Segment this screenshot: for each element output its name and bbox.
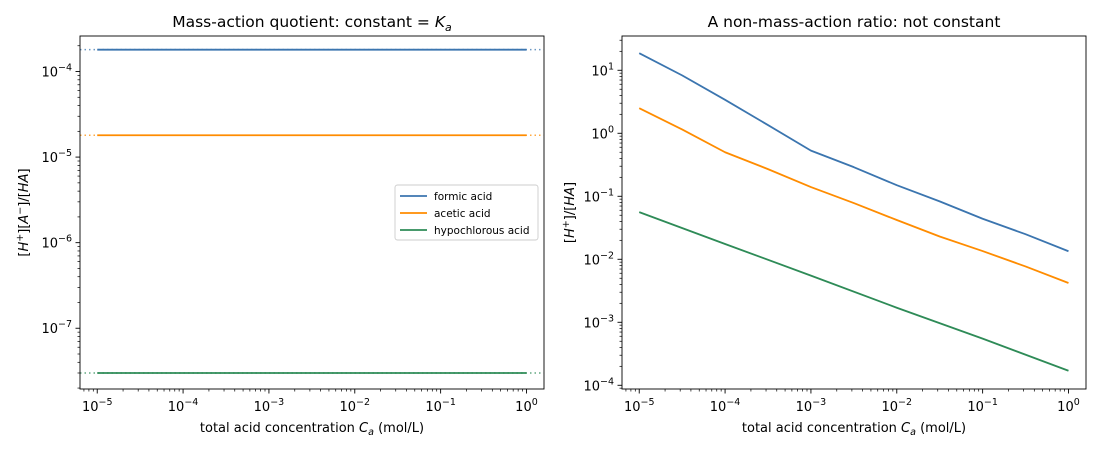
legend-label: hypochlorous acid bbox=[434, 225, 530, 237]
plot-frame bbox=[79, 35, 545, 390]
x-tick-label: 10−1 bbox=[967, 397, 998, 415]
x-tick-label: 100 bbox=[1057, 397, 1080, 415]
y-axis-label: [H+][A−]/[HA] bbox=[15, 168, 32, 256]
y-tick-label: 10−1 bbox=[583, 187, 614, 205]
y-tick-label: 10−6 bbox=[41, 234, 72, 252]
y-tick-label: 10−4 bbox=[583, 376, 614, 394]
x-tick-label: 10−3 bbox=[254, 397, 285, 415]
legend: formic acid acetic acid hypochlorous acid bbox=[394, 184, 539, 241]
x-tick-label: 10−2 bbox=[881, 397, 912, 415]
y-tick-label: 10−4 bbox=[41, 63, 72, 81]
x-tick-label: 10−5 bbox=[624, 397, 655, 415]
x-axis-label: total acid concentration Ca (mol/L) bbox=[200, 421, 424, 438]
chart-panel-1: 10−5 10−4 10−3 10−2 10−1 100 10−7 10−6 10−5 10−4 M… bbox=[15, 13, 545, 438]
plot-frame bbox=[621, 35, 1087, 390]
x-tick-label: 10−1 bbox=[425, 397, 456, 415]
series-line-2 bbox=[638, 107, 1069, 284]
y-tick-label: 10−7 bbox=[41, 319, 72, 337]
y-axis-label: [H+]/[HA] bbox=[561, 182, 578, 243]
chart-title: Mass-action quotient: constant = Ka bbox=[172, 13, 452, 34]
y-tick-label: 100 bbox=[591, 124, 614, 142]
series-line-3 bbox=[638, 211, 1069, 372]
legend-label: formic acid bbox=[434, 191, 492, 203]
chart-title: A non-mass-action ratio: not constant bbox=[708, 13, 1001, 31]
x-tick-label: 10−5 bbox=[82, 397, 113, 415]
legend-label: acetic acid bbox=[434, 208, 491, 220]
y-tick-label: 101 bbox=[591, 61, 614, 79]
x-tick-label: 10−4 bbox=[710, 397, 741, 415]
legend-box bbox=[394, 184, 539, 241]
chart-panel-2: 10−5 10−4 10−3 10−2 10−1 100 10−4 10−3 10−2 10−1 1… bbox=[561, 13, 1087, 438]
x-axis-label: total acid concentration Ca (mol/L) bbox=[742, 421, 966, 438]
x-tick-label: 10−2 bbox=[339, 397, 370, 415]
y-tick-label: 10−3 bbox=[583, 313, 614, 331]
x-tick-label: 10−3 bbox=[796, 397, 827, 415]
x-tick-label: 100 bbox=[515, 397, 538, 415]
y-tick-label: 10−5 bbox=[41, 148, 72, 166]
x-tick-label: 10−4 bbox=[168, 397, 199, 415]
y-tick-label: 10−2 bbox=[583, 250, 614, 268]
series-line-1 bbox=[638, 52, 1069, 253]
